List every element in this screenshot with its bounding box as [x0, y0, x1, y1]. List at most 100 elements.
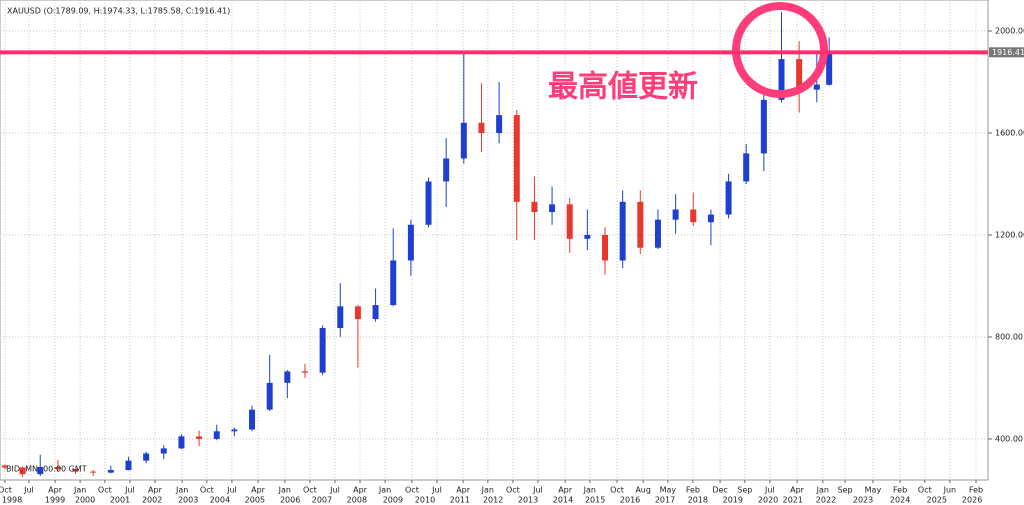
x-tick-label: Jul: [124, 486, 135, 495]
x-year-label: 2006: [280, 496, 300, 505]
highlight-circle: [732, 2, 828, 98]
candle-body: [778, 59, 785, 100]
candle-body: [390, 260, 397, 306]
candle-body: [637, 201, 644, 248]
candles: [1, 11, 833, 477]
x-tick-label: Jul: [431, 486, 442, 495]
x-tick-label: Oct: [98, 486, 112, 495]
candle-body: [813, 84, 820, 90]
candle-body: [826, 52, 833, 85]
x-tick-label: Apr: [790, 486, 805, 495]
x-year-label: 2001: [110, 496, 130, 505]
x-tick-label: Sep: [838, 486, 853, 495]
x-year-label: 2023: [853, 496, 873, 505]
candle-body: [619, 201, 626, 261]
x-year-label: 2000: [75, 496, 95, 505]
candle-body: [460, 122, 467, 159]
x-year-label: 1999: [45, 496, 65, 505]
candle-body: [231, 429, 238, 432]
x-tick-label: Aug: [635, 486, 651, 495]
x-tick-label: May: [865, 486, 882, 495]
x-year-label: 2013: [518, 496, 538, 505]
candle-body: [266, 382, 273, 410]
x-tick-label: Jul: [329, 486, 340, 495]
x-tick-label: Oct: [200, 486, 214, 495]
x-tick-label: Jan: [378, 486, 391, 495]
candle-body: [249, 409, 256, 430]
candle-body: [19, 467, 26, 475]
x-year-label: 2014: [553, 496, 573, 505]
x-tick-label: Sep: [737, 486, 752, 495]
candle-body: [707, 214, 714, 223]
x-tick-label: Jul: [23, 486, 34, 495]
candle-body: [443, 158, 450, 182]
x-tick-label: Oct: [405, 486, 419, 495]
candle-body: [549, 204, 556, 213]
x-tick-label: May: [660, 486, 677, 495]
candle-body: [725, 181, 732, 215]
x-tick-label: Oct: [303, 486, 317, 495]
price-tag-label: 1916.41: [992, 48, 1024, 57]
x-tick-label: Jan: [175, 486, 188, 495]
x-tick-label: Feb: [969, 486, 983, 495]
x-year-label: 2025: [927, 496, 947, 505]
candle-body: [372, 305, 379, 320]
candle-body: [319, 328, 326, 373]
x-year-label: 2026: [962, 496, 982, 505]
y-tick-label: 1200.00: [995, 230, 1024, 239]
candle-body: [107, 470, 114, 473]
candle-body: [196, 436, 203, 439]
x-tick-label: Apr: [48, 486, 63, 495]
x-year-label: 2002: [142, 496, 162, 505]
x-tick-label: Jul: [532, 486, 543, 495]
candle-body: [654, 219, 661, 248]
x-tick-label: Jan: [278, 486, 291, 495]
candle-body: [796, 59, 803, 90]
x-year-label: 2017: [655, 496, 675, 505]
candle-body: [37, 466, 44, 475]
y-tick-label: 1600.00: [995, 128, 1024, 137]
candle-body: [602, 234, 609, 261]
x-tick-label: Oct: [610, 486, 624, 495]
x-year-label: 2008: [347, 496, 367, 505]
candle-body: [672, 209, 679, 220]
candle-body: [407, 224, 414, 261]
chart-footer: BID, MN, 00:00 GMT: [6, 465, 87, 474]
candle-body: [301, 371, 308, 373]
x-tick-label: Oct: [918, 486, 932, 495]
candle-body: [425, 181, 432, 225]
x-year-label: 2024: [890, 496, 910, 505]
x-tick-label: Jan: [816, 486, 829, 495]
candle-body: [496, 115, 503, 133]
x-year-label: 2019: [723, 496, 743, 505]
grid: [0, 0, 988, 480]
x-year-label: 2012: [483, 496, 503, 505]
x-tick-label: Apr: [353, 486, 368, 495]
x-tick-label: Apr: [558, 486, 573, 495]
x-year-label: 1998: [2, 496, 22, 505]
candle-body: [513, 115, 520, 202]
x-year-label: 2004: [210, 496, 230, 505]
plot-area: [0, 0, 989, 481]
x-tick-label: Oct: [0, 486, 12, 495]
candle-body: [284, 371, 291, 383]
x-tick-label: Jun: [943, 486, 957, 495]
x-year-label: 2003: [178, 496, 198, 505]
x-year-label: 2009: [383, 496, 403, 505]
x-tick-label: Jan: [73, 486, 86, 495]
x-tick-label: Jul: [764, 486, 775, 495]
candle-body: [354, 306, 361, 320]
y-tick-label: 800.00: [995, 332, 1023, 341]
x-year-label: 2016: [620, 496, 640, 505]
candle-body: [1, 465, 8, 468]
y-tick-label: 2000.00: [995, 27, 1024, 36]
candle-body: [690, 209, 697, 223]
x-tick-label: Apr: [251, 486, 266, 495]
x-tick-label: Dec: [712, 486, 727, 495]
chart-title: XAUUSD (O:1789.09, H:1974.33, L:1785.58,…: [7, 7, 230, 16]
x-year-label: 2011: [450, 496, 470, 505]
x-year-label: 2005: [245, 496, 265, 505]
x-year-label: 2018: [688, 496, 708, 505]
x-year-label: 2022: [816, 496, 836, 505]
candle-body: [760, 99, 767, 154]
